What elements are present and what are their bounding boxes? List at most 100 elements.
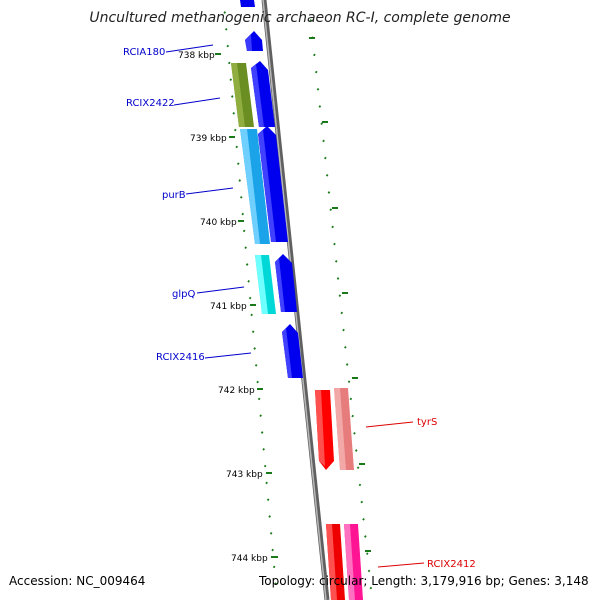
minor-tick [226,44,230,48]
tyrs-cds-shade [334,388,346,470]
minor-tick [254,363,258,367]
glpq-leader [196,286,245,294]
kbp-label: 741 kbp [210,302,247,312]
minor-tick [233,128,237,132]
rcix2412-gene-shade [326,524,337,600]
minor-tick [251,330,255,334]
rcix2412-leader [377,562,425,568]
minor-tick [238,179,242,182]
minor-tick [327,191,331,194]
top-partial-gene [240,0,255,7]
purb-gene-shade [258,130,276,242]
minor-tick [248,296,252,300]
minor-tick [230,95,234,98]
rcix2416-gene-shade [282,328,292,378]
minor-tick [229,78,233,82]
minor-tick [245,263,249,266]
accession-text: Accession: NC_009464 [9,574,146,588]
tyrs-leader [365,421,414,428]
minor-tick [356,466,360,470]
minor-tick [365,552,369,556]
minor-tick [263,464,267,468]
kbp-label: 744 kbp [231,554,268,564]
minor-tick [232,111,236,115]
minor-tick [340,311,344,315]
minor-tick [236,162,240,166]
minor-tick [338,294,342,298]
minor-tick [353,431,356,435]
minor-tick [257,397,261,401]
purb-cds-shade [240,129,260,244]
minor-tick [344,345,347,349]
minor-tick [272,565,276,569]
minor-tick [260,431,264,434]
minor-tick [224,27,228,31]
purb-leader [185,187,234,195]
kbp-label: 740 kbp [200,218,237,228]
minor-tick [362,517,365,521]
minor-tick [331,225,334,229]
rcia180-gene-shade [245,34,252,51]
gene-label-rcix2422[interactable]: RCIX2422 [126,98,175,109]
minor-tick [314,70,318,74]
kbp-labels: 738 kbp 739 kbp 740 kbp 741 kbp 742 kbp … [178,51,268,564]
minor-tick [244,246,247,250]
minor-tick [358,483,362,487]
minor-tick [269,531,273,535]
minor-tick [266,498,270,502]
rcix2416-leader [204,352,252,359]
rcix2422-gene-shade [251,64,264,127]
gene-label-rcia180[interactable]: RCIA180 [123,47,165,58]
minor-tick [227,61,231,65]
minor-tick [354,449,358,452]
minor-tick [360,500,364,504]
minor-tick [349,397,353,401]
tyrs-gene-shade [315,390,325,466]
minor-tick [320,122,323,126]
feature-blocks [231,0,363,600]
minor-tick [342,328,345,332]
rcia180-leader [165,44,214,53]
gene-label-glpq[interactable]: glpQ [172,289,195,300]
minor-tick [256,380,259,384]
minor-tick [324,156,327,160]
glpq-cds-shade [255,255,268,314]
minor-tick [347,380,351,384]
minor-tick [223,11,227,14]
glpq-gene-shade [275,258,285,312]
minor-tick [329,208,333,212]
minor-tick [313,53,316,57]
rcix2412-cds-shade [344,524,355,600]
kbp-label: 739 kbp [190,134,227,144]
minor-tick [367,569,371,573]
minor-tick [253,347,256,350]
minor-tick [325,173,329,177]
minor-tick [322,139,325,143]
minor-tick [242,229,246,233]
minor-tick [259,414,262,418]
gene-label-tyrs[interactable]: tyrS [417,417,437,428]
minor-tick [250,313,253,317]
minor-tick [247,279,250,283]
minor-tick [336,277,340,280]
minor-tick [318,105,322,108]
minor-tick [268,515,271,518]
topology-text: Topology: circular; Length: 3,179,916 bp… [259,574,589,588]
gene-label-purb[interactable]: purB [162,190,186,201]
minor-tick [239,195,243,199]
kbp-label: 742 kbp [218,386,255,396]
kbp-major-ticks [215,37,371,558]
minor-tick [334,259,338,263]
map-title: Uncultured methanogenic archaeon RC-I, c… [89,10,511,26]
minor-tick [235,145,239,149]
minor-tick [262,447,265,451]
minor-tick [265,481,268,485]
gene-labels: RCIA180 RCIX2422 purB glpQ RCIX2416 tyrS… [123,44,476,570]
minor-tick [364,535,367,538]
minor-tick [345,363,349,366]
minor-tick [274,582,277,586]
gene-label-rcix2412[interactable]: RCIX2412 [427,559,476,570]
gene-label-rcix2416[interactable]: RCIX2416 [156,352,205,363]
rcix2422-leader [173,97,221,106]
